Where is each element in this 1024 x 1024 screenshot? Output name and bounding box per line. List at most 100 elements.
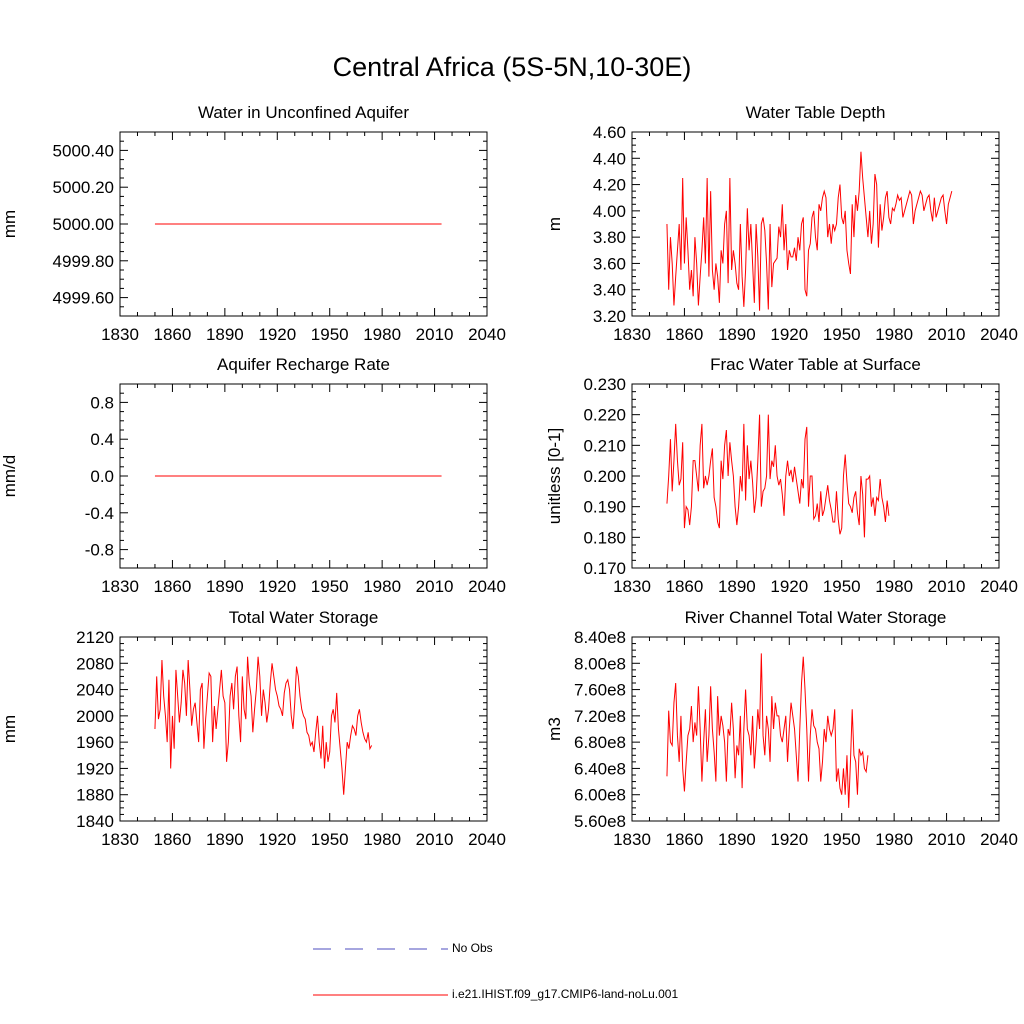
panel-5-series-line [154,656,373,795]
panel-3-xtick-label: 2040 [468,577,506,596]
panel-4-xtick-label: 1950 [823,577,861,596]
panel-3-xtick-label: 1950 [311,577,349,596]
panel-5-title: Total Water Storage [229,608,379,627]
panel-4-frame [631,383,1000,569]
panel-2-xtick-label: 2010 [928,325,966,344]
panel-4-ytick-label: 0.180 [583,528,626,547]
panel-1-ylabel: mm [0,210,19,238]
panel-4-ytick-label: 0.170 [583,559,626,578]
panel-6-xtick-label: 1860 [666,830,704,849]
panel-1-title: Water in Unconfined Aquifer [198,103,409,122]
panel-1-xtick-label: 1890 [206,325,244,344]
panel-1-ytick-label: 5000.40 [53,141,114,160]
panel-1-xtick-label: 1980 [363,325,401,344]
panel-1-ytick-label: 5000.00 [53,215,114,234]
panel-5-ytick-label: 2000 [76,707,114,726]
panel-3-xtick-label: 2010 [416,577,454,596]
panel-5-xtick-label: 2040 [468,830,506,849]
panel-5-xtick-label: 2010 [416,830,454,849]
panel-2-xtick-label: 1980 [875,325,913,344]
panel-3-title: Aquifer Recharge Rate [217,355,390,374]
panel-6-ytick-label: 8.40e8 [574,628,626,647]
panel-5-ylabel: mm [0,715,19,743]
panel-4-ytick-label: 0.210 [583,436,626,455]
panel-4-xtick-label: 1830 [613,577,651,596]
panel-1-xtick-label: 1950 [311,325,349,344]
panel-4-xtick-label: 2040 [980,577,1018,596]
panel-1-ytick-label: 4999.80 [53,252,114,271]
panel-1-xtick-label: 2010 [416,325,454,344]
panel-1-xtick-label: 1830 [101,325,139,344]
panel-6-title: River Channel Total Water Storage [685,608,947,627]
panel-5-ytick-label: 1880 [76,786,114,805]
legend-label-model: i.e21.IHIST.f09_g17.CMIP6-land-noLu.001 [452,987,679,1001]
panel-4-ytick-label: 0.220 [583,406,626,425]
panel-5-ytick-label: 1920 [76,759,114,778]
panel-4-ytick-label: 0.200 [583,467,626,486]
panel-2-frame [631,131,1000,317]
panel-4-xtick-label: 2010 [928,577,966,596]
panel-6-ytick-label: 6.80e8 [574,733,626,752]
panel-6-ytick-label: 6.40e8 [574,759,626,778]
panel-2-ytick-label: 3.20 [593,307,626,326]
panel-2-ytick-label: 3.40 [593,281,626,300]
panel-4-xtick-label: 1980 [875,577,913,596]
panel-3-ytick-label: 0.0 [90,467,114,486]
panel-3-ytick-label: -0.8 [85,541,114,560]
panel-5-ytick-label: 1960 [76,733,114,752]
panel-4-ytick-label: 0.190 [583,498,626,517]
panel-2-xtick-label: 1890 [718,325,756,344]
panel-2-ytick-label: 4.20 [593,176,626,195]
panel-4-title: Frac Water Table at Surface [710,355,921,374]
panel-1-xtick-label: 2040 [468,325,506,344]
panel-5-ytick-label: 1840 [76,812,114,831]
panel-2-ytick-label: 4.00 [593,202,626,221]
panel-6-ylabel: m3 [545,717,564,741]
panel-6-xtick-label: 2010 [928,830,966,849]
panel-5-xtick-label: 1890 [206,830,244,849]
panel-3-xtick-label: 1830 [101,577,139,596]
panel-2-ytick-label: 4.40 [593,149,626,168]
panel-5-xtick-label: 1860 [154,830,192,849]
panel-6-xtick-label: 1950 [823,830,861,849]
panel-2-xtick-label: 1860 [666,325,704,344]
panel-2-xtick-label: 1920 [770,325,808,344]
panel-1-xtick-label: 1860 [154,325,192,344]
panel-4-xtick-label: 1920 [770,577,808,596]
panel-6-xtick-label: 2040 [980,830,1018,849]
panel-5-xtick-label: 1830 [101,830,139,849]
panel-3-xtick-label: 1920 [258,577,296,596]
panel-5-ytick-label: 2080 [76,654,114,673]
panel-4-xtick-label: 1890 [718,577,756,596]
panel-5-xtick-label: 1980 [363,830,401,849]
panel-3-ytick-label: 0.8 [90,393,114,412]
panel-5-xtick-label: 1920 [258,830,296,849]
panel-4-ylabel: unitless [0-1] [545,428,564,524]
panel-2-xtick-label: 1950 [823,325,861,344]
panel-5-ytick-label: 2120 [76,628,114,647]
panel-2-ytick-label: 3.80 [593,228,626,247]
panel-5-xtick-label: 1950 [311,830,349,849]
panel-2-ytick-label: 4.60 [593,123,626,142]
panel-6-ytick-label: 8.00e8 [574,654,626,673]
panel-2-series-line [666,151,953,311]
panel-2-ytick-label: 3.60 [593,254,626,273]
panel-5-ytick-label: 2040 [76,681,114,700]
panel-1-ytick-label: 4999.60 [53,289,114,308]
panel-6-ytick-label: 5.60e8 [574,812,626,831]
panel-2-title: Water Table Depth [746,103,886,122]
panel-2-ylabel: m [545,217,564,231]
panel-6-ytick-label: 7.20e8 [574,707,626,726]
panel-3-ytick-label: -0.4 [85,504,114,523]
panel-3-xtick-label: 1860 [154,577,192,596]
panel-3-ytick-label: 0.4 [90,430,114,449]
panel-1-xtick-label: 1920 [258,325,296,344]
panel-4-ytick-label: 0.230 [583,375,626,394]
panel-6-xtick-label: 1830 [613,830,651,849]
panel-6-ytick-label: 6.00e8 [574,786,626,805]
panel-6-series-line [666,653,869,808]
panel-2-xtick-label: 2040 [980,325,1018,344]
panel-2-xtick-label: 1830 [613,325,651,344]
